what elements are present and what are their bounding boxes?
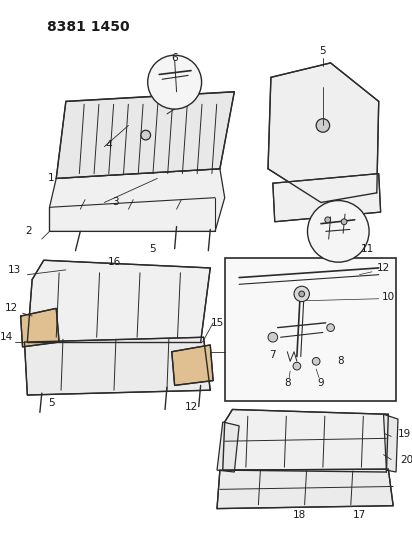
Text: 4: 4 [106,140,112,150]
Bar [225,259,396,401]
Circle shape [268,333,278,342]
Polygon shape [273,174,381,222]
Text: 17: 17 [353,511,366,520]
Text: 6: 6 [171,53,178,63]
Text: 11: 11 [360,244,374,254]
Text: 5: 5 [48,398,55,408]
Text: 12: 12 [377,263,390,273]
Text: 3: 3 [112,198,119,207]
Circle shape [299,291,304,297]
Polygon shape [223,409,389,472]
Polygon shape [172,345,213,385]
Polygon shape [217,469,393,508]
Text: 2: 2 [25,227,32,236]
Circle shape [141,130,150,140]
Circle shape [307,200,369,262]
Text: 5: 5 [320,46,326,56]
Polygon shape [49,169,225,231]
Text: 14: 14 [0,332,13,342]
Polygon shape [217,422,239,472]
Text: 16: 16 [108,257,121,267]
Text: 10: 10 [382,292,395,302]
Text: 20: 20 [400,456,412,465]
Polygon shape [24,337,210,395]
Text: 1: 1 [48,173,55,183]
Text: 12: 12 [185,401,198,411]
Text: 18: 18 [293,511,307,520]
Circle shape [325,217,330,223]
Polygon shape [56,92,234,179]
Polygon shape [268,63,379,203]
Text: 5: 5 [149,244,156,254]
Circle shape [341,219,347,224]
Circle shape [293,362,301,370]
Circle shape [316,119,330,132]
Text: 19: 19 [398,429,411,439]
Text: 8381 1450: 8381 1450 [47,20,129,34]
Circle shape [294,286,309,302]
Text: 12: 12 [5,303,18,313]
Text: 15: 15 [211,318,224,328]
Text: 13: 13 [8,265,21,275]
Polygon shape [27,260,210,342]
Polygon shape [21,309,59,347]
Text: 7: 7 [269,350,276,360]
Polygon shape [384,414,398,472]
Circle shape [327,324,335,332]
Circle shape [147,55,201,109]
Circle shape [312,358,320,365]
Text: 8: 8 [284,378,290,389]
Text: 8: 8 [337,357,344,366]
Text: 9: 9 [318,378,324,389]
